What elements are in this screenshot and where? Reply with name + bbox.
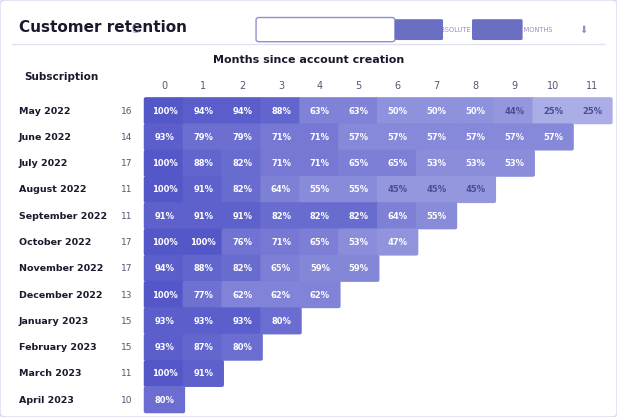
Text: 57%: 57% bbox=[387, 133, 408, 142]
FancyBboxPatch shape bbox=[260, 176, 302, 203]
FancyBboxPatch shape bbox=[338, 97, 379, 124]
Text: 25%: 25% bbox=[543, 107, 563, 116]
FancyBboxPatch shape bbox=[494, 150, 535, 177]
Text: 57%: 57% bbox=[504, 133, 524, 142]
Text: 77%: 77% bbox=[193, 291, 213, 299]
Text: 100%: 100% bbox=[191, 238, 216, 247]
FancyBboxPatch shape bbox=[222, 281, 263, 308]
Text: 100%: 100% bbox=[152, 186, 177, 194]
Text: 4: 4 bbox=[317, 81, 323, 91]
FancyBboxPatch shape bbox=[144, 386, 185, 413]
Text: 87%: 87% bbox=[193, 343, 213, 352]
Text: 8: 8 bbox=[473, 81, 478, 91]
Text: 94%: 94% bbox=[154, 264, 175, 273]
Text: 82%: 82% bbox=[232, 186, 252, 194]
FancyBboxPatch shape bbox=[222, 307, 263, 334]
Text: 93%: 93% bbox=[154, 133, 175, 142]
FancyBboxPatch shape bbox=[144, 255, 185, 282]
Text: 7: 7 bbox=[433, 81, 440, 91]
Text: 17: 17 bbox=[121, 264, 132, 273]
FancyBboxPatch shape bbox=[416, 97, 457, 124]
Text: Customers NOT usin...  ▾: Customers NOT usin... ▾ bbox=[275, 25, 369, 34]
FancyBboxPatch shape bbox=[338, 255, 379, 282]
Text: 25%: 25% bbox=[582, 107, 602, 116]
Text: 53%: 53% bbox=[349, 238, 369, 247]
Text: July 2022: July 2022 bbox=[19, 159, 68, 168]
Text: 94%: 94% bbox=[232, 107, 252, 116]
FancyBboxPatch shape bbox=[338, 123, 379, 151]
Text: 63%: 63% bbox=[349, 107, 369, 116]
FancyBboxPatch shape bbox=[455, 123, 496, 151]
FancyBboxPatch shape bbox=[144, 334, 185, 361]
Text: 100%: 100% bbox=[152, 107, 177, 116]
Text: 11: 11 bbox=[586, 81, 598, 91]
Text: December 2022: December 2022 bbox=[19, 291, 102, 299]
FancyBboxPatch shape bbox=[299, 97, 341, 124]
FancyBboxPatch shape bbox=[299, 150, 341, 177]
FancyBboxPatch shape bbox=[144, 150, 185, 177]
Text: 82%: 82% bbox=[349, 212, 369, 221]
Text: 3: 3 bbox=[278, 81, 284, 91]
FancyBboxPatch shape bbox=[183, 307, 224, 334]
Text: 13: 13 bbox=[121, 291, 132, 299]
Text: 45%: 45% bbox=[387, 186, 408, 194]
Text: 50%: 50% bbox=[426, 107, 447, 116]
Text: 15: 15 bbox=[121, 317, 132, 326]
Text: February 2023: February 2023 bbox=[19, 343, 96, 352]
Text: 55%: 55% bbox=[349, 186, 369, 194]
FancyBboxPatch shape bbox=[183, 202, 224, 229]
Text: 80%: 80% bbox=[154, 396, 175, 404]
FancyBboxPatch shape bbox=[338, 202, 379, 229]
FancyBboxPatch shape bbox=[183, 229, 224, 256]
Text: 45%: 45% bbox=[426, 186, 447, 194]
FancyBboxPatch shape bbox=[183, 334, 224, 361]
FancyBboxPatch shape bbox=[416, 176, 457, 203]
Text: 17: 17 bbox=[121, 238, 132, 247]
Text: 17: 17 bbox=[121, 159, 132, 168]
FancyBboxPatch shape bbox=[416, 123, 457, 151]
FancyBboxPatch shape bbox=[377, 97, 418, 124]
Text: 65%: 65% bbox=[310, 238, 330, 247]
Text: 11: 11 bbox=[121, 186, 132, 194]
Text: 94%: 94% bbox=[193, 107, 213, 116]
FancyBboxPatch shape bbox=[299, 229, 341, 256]
FancyBboxPatch shape bbox=[183, 97, 224, 124]
FancyBboxPatch shape bbox=[416, 150, 457, 177]
Text: 80%: 80% bbox=[271, 317, 291, 326]
Text: 53%: 53% bbox=[465, 159, 486, 168]
Text: 15: 15 bbox=[121, 343, 132, 352]
FancyBboxPatch shape bbox=[472, 19, 523, 40]
Text: 50%: 50% bbox=[465, 107, 486, 116]
FancyBboxPatch shape bbox=[532, 123, 574, 151]
FancyBboxPatch shape bbox=[144, 123, 185, 151]
Text: 100%: 100% bbox=[152, 291, 177, 299]
FancyBboxPatch shape bbox=[144, 229, 185, 256]
FancyBboxPatch shape bbox=[299, 123, 341, 151]
FancyBboxPatch shape bbox=[338, 229, 379, 256]
Text: 53%: 53% bbox=[504, 159, 524, 168]
Text: 11: 11 bbox=[121, 369, 132, 378]
FancyBboxPatch shape bbox=[144, 281, 185, 308]
FancyBboxPatch shape bbox=[222, 202, 263, 229]
Text: 88%: 88% bbox=[193, 159, 213, 168]
Text: April 2023: April 2023 bbox=[19, 396, 73, 404]
FancyBboxPatch shape bbox=[299, 281, 341, 308]
Text: 62%: 62% bbox=[232, 291, 252, 299]
Text: 12 MONTHS: 12 MONTHS bbox=[475, 27, 520, 33]
Text: 88%: 88% bbox=[193, 264, 213, 273]
Text: 93%: 93% bbox=[154, 317, 175, 326]
Text: 71%: 71% bbox=[271, 238, 291, 247]
Text: October 2022: October 2022 bbox=[19, 238, 91, 247]
FancyBboxPatch shape bbox=[455, 176, 496, 203]
Text: 82%: 82% bbox=[232, 159, 252, 168]
Text: 59%: 59% bbox=[349, 264, 369, 273]
FancyBboxPatch shape bbox=[183, 360, 224, 387]
Text: 57%: 57% bbox=[426, 133, 447, 142]
Text: ⓘ: ⓘ bbox=[133, 22, 139, 32]
FancyBboxPatch shape bbox=[377, 123, 418, 151]
Text: 76%: 76% bbox=[232, 238, 252, 247]
Text: 65%: 65% bbox=[387, 159, 408, 168]
Text: 16: 16 bbox=[121, 107, 132, 116]
Text: 59%: 59% bbox=[310, 264, 330, 273]
